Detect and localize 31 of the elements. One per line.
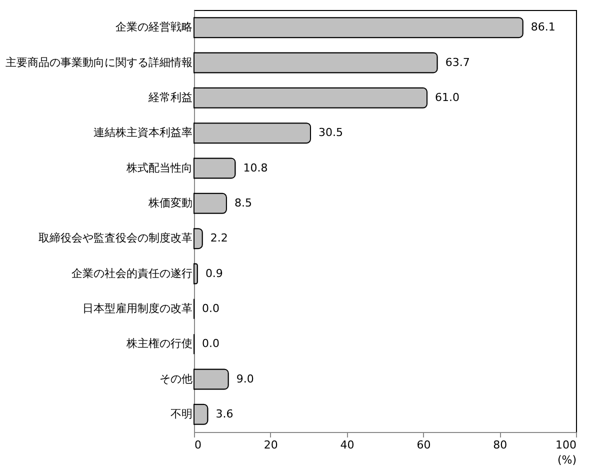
y-tick-label: 主要商品の事業動向に関する詳細情報 — [6, 56, 192, 69]
data-label: 3.6 — [216, 407, 234, 420]
data-label: 2.2 — [210, 232, 228, 245]
x-tick-label: 80 — [493, 438, 508, 452]
y-tick-label: 取締役会や監査役会の制度改革 — [38, 232, 192, 245]
x-tick-label: 100 — [556, 438, 576, 452]
x-tick-label: 0 — [194, 438, 202, 452]
data-label: 30.5 — [318, 126, 344, 140]
data-label: 0.0 — [202, 337, 220, 350]
y-tick-label: 連結株主資本利益率 — [94, 126, 192, 140]
y-tick-label: その他 — [160, 372, 192, 386]
x-tick-label: 60 — [416, 438, 431, 452]
data-label: 86.1 — [530, 20, 556, 34]
data-label: 61.0 — [435, 90, 460, 104]
data-label: 8.5 — [234, 196, 252, 210]
y-tick-label: 不明 — [170, 407, 192, 420]
y-tick-label: 株主権の行使 — [126, 337, 192, 350]
data-label: 0.9 — [205, 266, 223, 280]
y-tick-label: 株式配当性向 — [126, 161, 192, 174]
x-tick-label: 20 — [264, 438, 278, 452]
x-tick-label: 40 — [340, 438, 354, 452]
y-tick-label: 経常利益 — [148, 90, 192, 104]
y-tick-label: 企業の経営戦略 — [116, 20, 192, 34]
y-tick-label: 企業の社会的責任の遂行 — [72, 266, 192, 280]
data-label: 10.8 — [243, 161, 268, 174]
data-label: 63.7 — [445, 56, 470, 69]
data-label: 9.0 — [236, 372, 254, 386]
x-axis-title: (%) — [557, 454, 576, 466]
y-tick-label: 株価変動 — [148, 196, 192, 210]
data-label: 0.0 — [202, 302, 220, 315]
y-tick-label: 日本型雇用制度の改革 — [82, 302, 192, 315]
